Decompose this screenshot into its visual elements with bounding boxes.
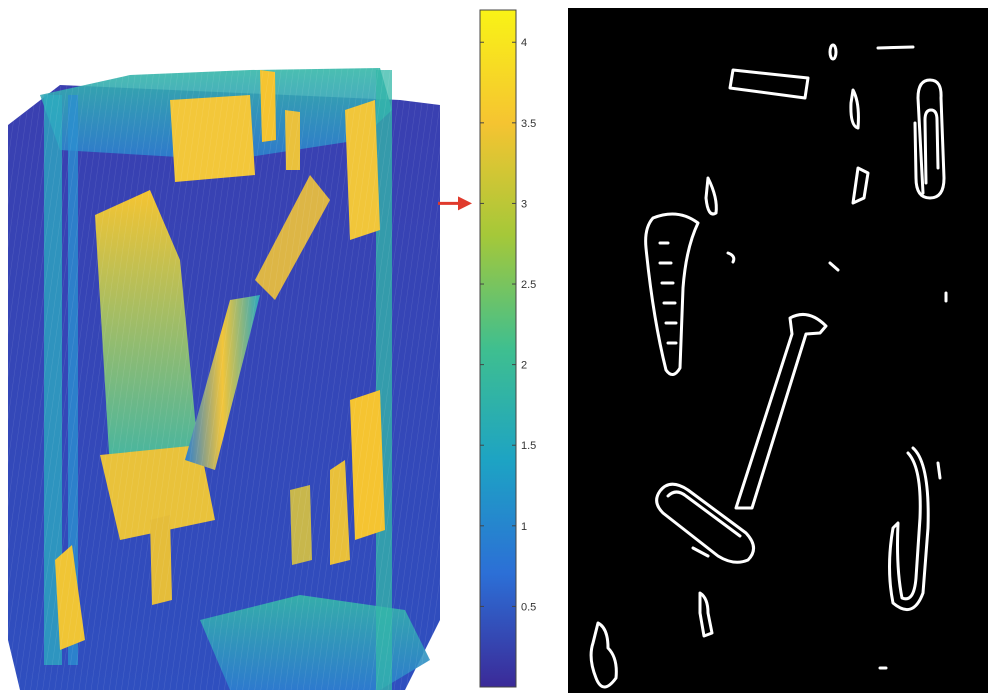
colorbar-tick-label: 3.5 xyxy=(521,118,536,130)
colorbar-panel: 0.5 1 1.5 2 2.5 3 3.5 4 xyxy=(432,0,552,693)
colorbar-tick-label: 3 xyxy=(521,198,527,210)
colorbar-tick-label: 0.5 xyxy=(521,601,536,613)
colorbar-tick-label: 4 xyxy=(521,37,527,49)
surface-plot-panel xyxy=(0,0,440,693)
colorbar: 0.5 1 1.5 2 2.5 3 3.5 4 xyxy=(438,9,536,688)
colorbar-tick-label: 2 xyxy=(521,360,527,372)
edge-detection-image xyxy=(589,43,948,689)
surface-plot-image xyxy=(0,0,440,693)
colorbar-tick-label: 1 xyxy=(521,521,527,533)
arrow-indicator-icon xyxy=(438,196,472,211)
edge-contour xyxy=(728,68,810,100)
edge-detection-panel xyxy=(568,8,988,693)
colorbar-tick-label: 2.5 xyxy=(521,279,536,291)
colorbar-gradient xyxy=(479,9,517,688)
colorbar-tick-label: 1.5 xyxy=(521,440,536,452)
